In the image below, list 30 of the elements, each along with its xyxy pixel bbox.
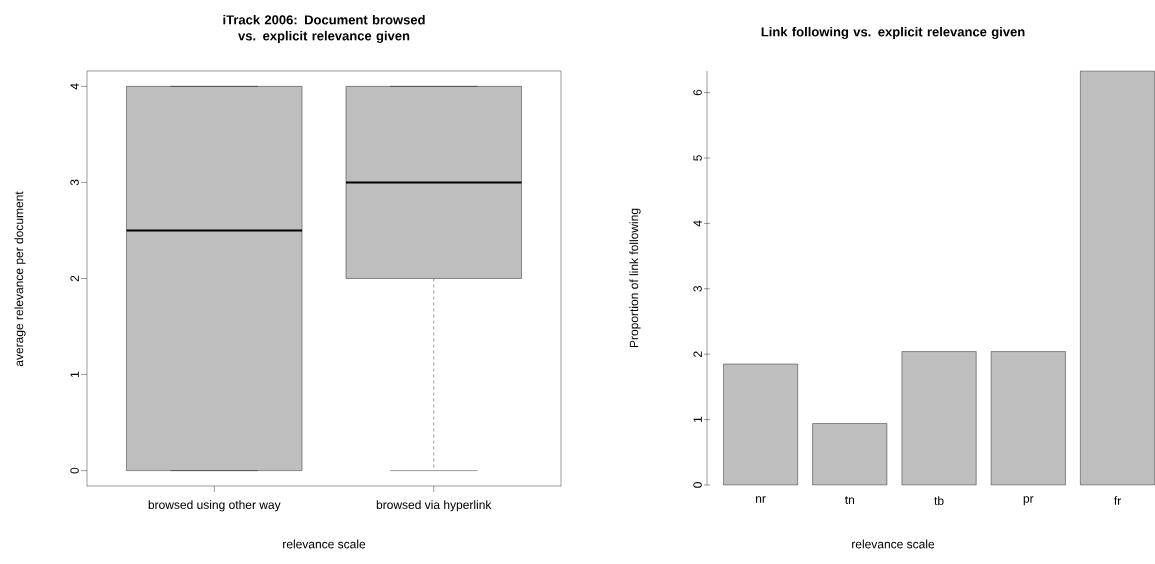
x-axis-title: relevance scale xyxy=(852,539,935,549)
y-tick-label: 4 xyxy=(70,83,79,90)
y-tick-label: 3 xyxy=(70,179,79,186)
x-tick-label: tn xyxy=(844,496,855,505)
y-tick-label: 2 xyxy=(693,351,702,357)
y-axis-title: Proportion of link following xyxy=(629,208,641,348)
x-tick-label: pr xyxy=(1023,496,1034,506)
x-tick-label: browsed using other way xyxy=(148,500,281,512)
x-tick-label: browsed via hyperlink xyxy=(376,500,492,512)
y-axis-title: average relevance per document xyxy=(14,191,26,367)
y-tick-label: 4 xyxy=(693,220,702,227)
y-tick-label: 5 xyxy=(693,155,702,161)
y-tick-label: 0 xyxy=(70,467,79,474)
y-tick-label: 2 xyxy=(70,275,79,282)
y-tick-label: 0 xyxy=(693,482,702,488)
y-tick-label: 6 xyxy=(693,89,702,96)
x-tick-label: tb xyxy=(934,496,944,505)
bar xyxy=(1080,70,1155,486)
bar xyxy=(812,423,888,486)
bar xyxy=(723,363,798,486)
y-tick-label: 1 xyxy=(70,371,79,377)
bar xyxy=(990,351,1066,486)
x-tick-label: fr xyxy=(1114,496,1121,505)
chart-title: iTrack 2006: Document browsed vs. explicit relevance given xyxy=(223,14,425,44)
y-tick-label: 1 xyxy=(693,416,702,423)
x-axis-title: relevance scale xyxy=(283,539,366,549)
y-tick-label: 3 xyxy=(693,285,702,292)
chart-title: Link following vs. explicit relevance given xyxy=(761,26,1025,40)
x-tick-label: nr xyxy=(756,496,766,503)
bar xyxy=(901,351,977,486)
